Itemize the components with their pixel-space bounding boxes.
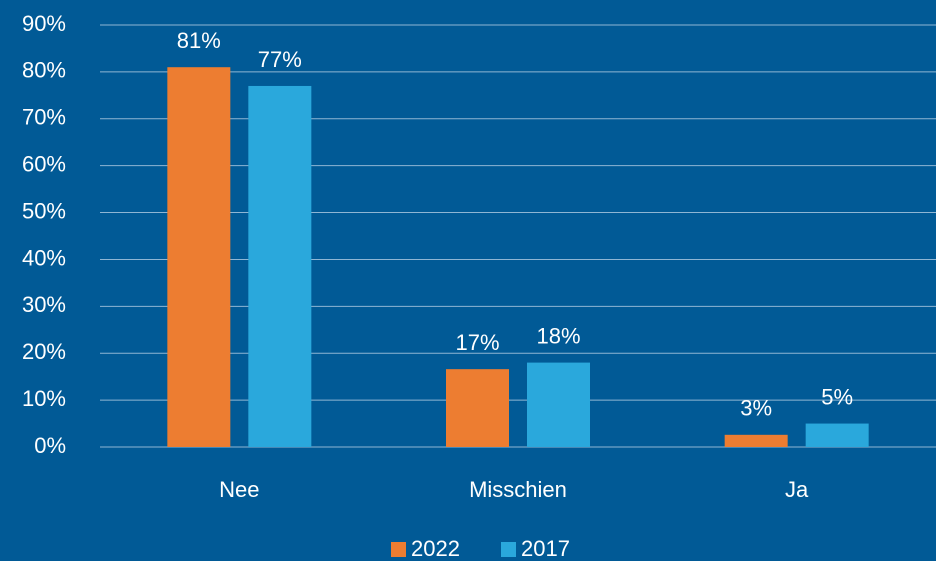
y-tick-label: 90% — [22, 11, 66, 36]
data-label: 5% — [821, 384, 853, 409]
legend-label: 2017 — [521, 536, 570, 561]
legend-swatch — [391, 542, 406, 557]
bar — [724, 434, 788, 447]
y-tick-label: 70% — [22, 105, 66, 130]
y-tick-label: 30% — [22, 292, 66, 317]
y-tick-label: 60% — [22, 151, 66, 176]
bar — [527, 362, 590, 447]
bar — [446, 369, 509, 447]
data-label: 18% — [536, 323, 580, 348]
legend-label: 2022 — [411, 536, 460, 561]
legend-swatch — [501, 542, 516, 557]
data-label: 3% — [740, 396, 772, 421]
x-tick-label: Misschien — [469, 477, 567, 502]
data-label: 77% — [258, 47, 302, 72]
y-tick-label: 40% — [22, 245, 66, 270]
data-label: 81% — [177, 28, 221, 53]
y-tick-label: 50% — [22, 198, 66, 223]
y-tick-label: 80% — [22, 58, 66, 83]
y-tick-label: 20% — [22, 339, 66, 364]
bar — [167, 67, 231, 447]
bar — [248, 85, 312, 447]
y-tick-label: 10% — [22, 386, 66, 411]
data-label: 17% — [455, 330, 499, 355]
x-tick-label: Ja — [785, 477, 809, 502]
bar — [805, 423, 869, 447]
y-tick-label: 0% — [34, 433, 66, 458]
x-tick-label: Nee — [219, 477, 259, 502]
